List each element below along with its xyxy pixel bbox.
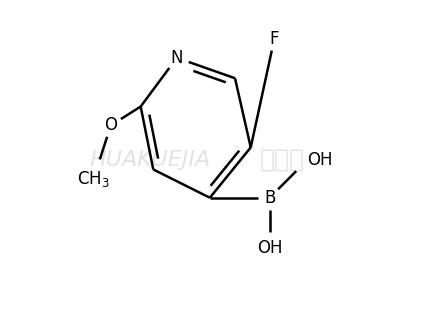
Text: N: N — [170, 49, 183, 67]
Text: CH$_3$: CH$_3$ — [77, 169, 110, 189]
Text: F: F — [270, 30, 279, 48]
Text: HUAKUEJIA: HUAKUEJIA — [89, 150, 211, 170]
Text: O: O — [104, 116, 117, 134]
Text: OH: OH — [307, 151, 333, 169]
Text: 化学加: 化学加 — [260, 148, 305, 172]
Text: OH: OH — [257, 239, 282, 257]
Text: B: B — [264, 189, 275, 207]
